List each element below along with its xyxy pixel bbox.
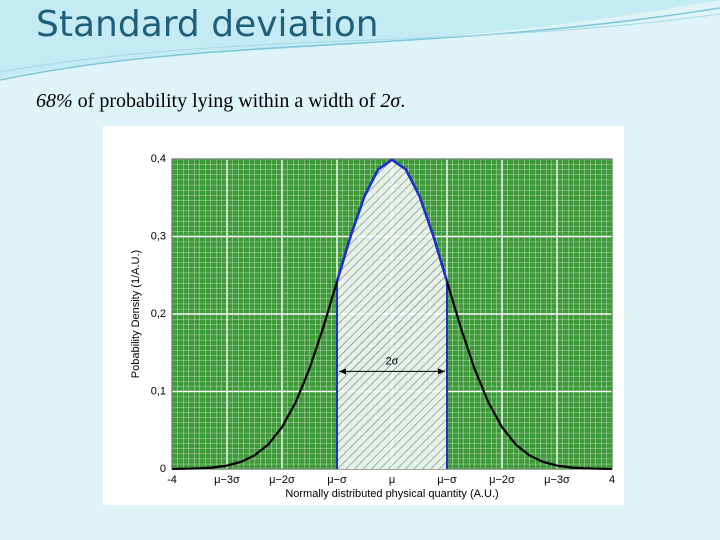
- y-axis-label: Pobability Density (1/A.U.): [130, 250, 142, 378]
- y-tick-label: 0: [160, 463, 166, 475]
- x-tick-label: μ−σ: [437, 474, 457, 486]
- y-tick-label: 0,2: [151, 308, 166, 320]
- wave-line: [0, 7, 720, 81]
- wave-line: [0, 13, 720, 73]
- x-tick-label: -4: [167, 474, 177, 486]
- subtitle-part: 2σ: [380, 90, 401, 112]
- x-tick-label: μ−3σ: [544, 474, 570, 486]
- highlight-area: [337, 159, 447, 469]
- x-tick-label: μ−3σ: [214, 474, 240, 486]
- x-tick-label: μ−σ: [327, 474, 347, 486]
- curve-highlight: [335, 158, 449, 282]
- slide-subtitle: 68% of probability lying within a width …: [36, 90, 405, 113]
- subtitle-part: 68%: [36, 90, 73, 112]
- x-tick-label: μ−2σ: [489, 474, 515, 486]
- decoration: [0, 0, 720, 81]
- width-label: 2σ: [386, 355, 399, 367]
- y-tick-label: 0,3: [151, 230, 166, 242]
- chart: 0 0,1 0,2 0,3 0,4 -4 μ−3σ μ−2σ μ−σ μ μ−σ μ−2σ μ−3σ 4 N…: [103, 126, 624, 505]
- x-tick-label: μ−2σ: [269, 474, 295, 486]
- slide-title: Standard deviation: [36, 4, 379, 45]
- subtitle-part: .: [400, 90, 406, 112]
- x-tick-label: 4: [609, 474, 615, 486]
- x-tick-label: μ: [389, 474, 395, 486]
- x-axis-label: Normally distributed physical quantity (…: [285, 488, 498, 500]
- y-tick-label: 0,4: [151, 153, 166, 165]
- subtitle-part: of probability lying within a width of: [72, 90, 381, 112]
- y-tick-label: 0,1: [151, 385, 166, 397]
- wave: [0, 0, 720, 78]
